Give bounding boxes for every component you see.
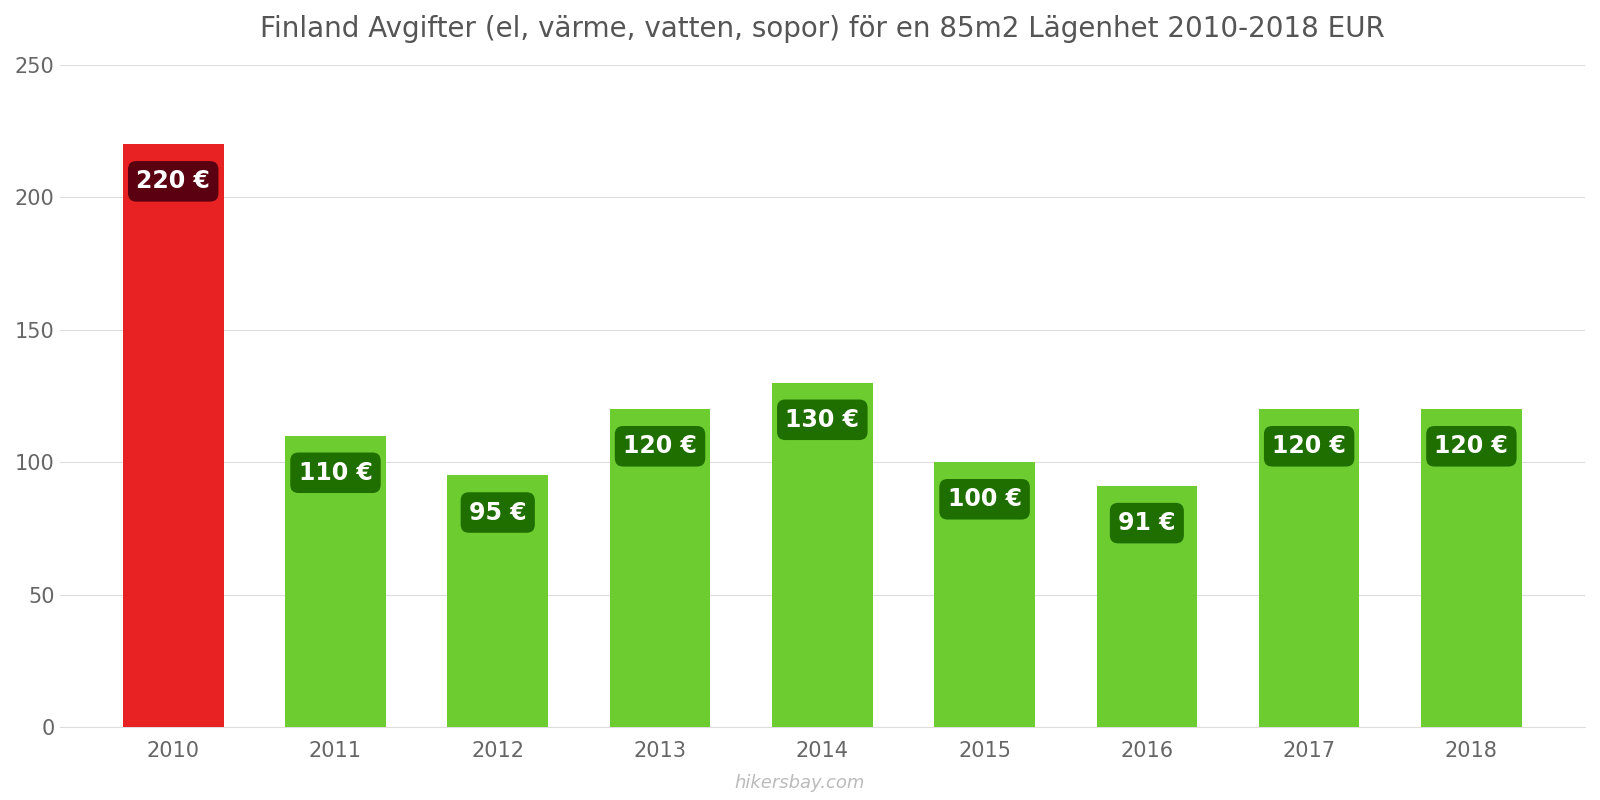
Text: 120 €: 120 € — [1435, 434, 1509, 458]
Bar — [123, 144, 224, 727]
Text: 91 €: 91 € — [1118, 511, 1176, 535]
Text: 110 €: 110 € — [299, 461, 373, 485]
Text: hikersbay.com: hikersbay.com — [734, 774, 866, 792]
Bar — [1421, 409, 1522, 727]
Text: 120 €: 120 € — [1272, 434, 1346, 458]
Title: Finland Avgifter (el, värme, vatten, sopor) för en 85m2 Lägenhet 2010-2018 EUR: Finland Avgifter (el, värme, vatten, sop… — [259, 15, 1384, 43]
Bar — [1096, 486, 1197, 727]
Bar — [610, 409, 710, 727]
Text: 95 €: 95 € — [469, 501, 526, 525]
Bar — [285, 436, 386, 727]
Text: 120 €: 120 € — [622, 434, 698, 458]
Bar — [934, 462, 1035, 727]
Text: 100 €: 100 € — [947, 487, 1021, 511]
Bar — [1259, 409, 1360, 727]
Bar — [448, 475, 549, 727]
Text: 130 €: 130 € — [786, 408, 859, 432]
Bar — [773, 382, 872, 727]
Text: 220 €: 220 € — [136, 170, 210, 194]
